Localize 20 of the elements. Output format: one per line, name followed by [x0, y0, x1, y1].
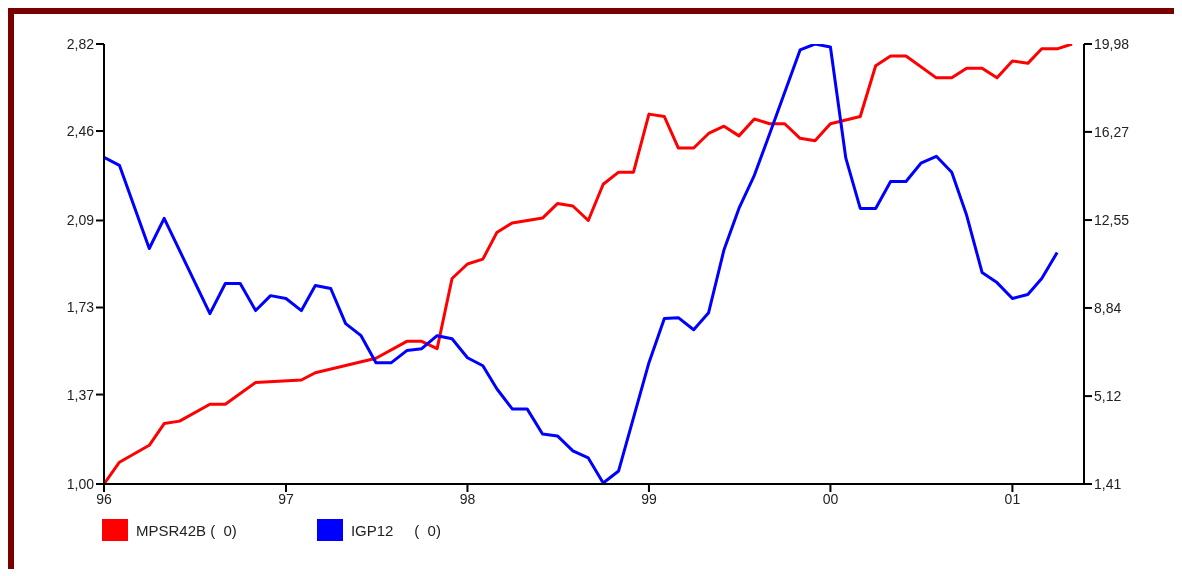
y-tick-label: 2,46	[66, 123, 95, 139]
y-tick-label: 2,82	[66, 35, 95, 52]
legend-label: IGP12 ( 0)	[350, 521, 441, 539]
y-tick-label: 2,09	[66, 212, 95, 229]
y-tick-label: 1,00	[66, 475, 95, 492]
y2-tick-label: 8,84	[1094, 299, 1122, 316]
y-tick-label: 1,37	[66, 386, 95, 403]
x-tick-label: 96	[96, 490, 112, 507]
x-tick-label: 99	[641, 490, 657, 507]
y-tick-label: 1,73	[66, 299, 95, 316]
y2-tick-label: 1,41	[1094, 475, 1122, 492]
legend-label: MPSR42B ( 0)	[136, 521, 237, 539]
y2-tick-label: 19,98	[1094, 35, 1130, 52]
x-tick-label: 98	[459, 490, 476, 507]
y2-tick-label: 12,55	[1094, 212, 1130, 229]
x-tick-label: 01	[1004, 490, 1021, 507]
y2-tick-label: 16,27	[1094, 123, 1130, 140]
y2-tick-label: 5,12	[1094, 388, 1122, 405]
x-tick-label: 00	[822, 490, 839, 507]
x-tick-label: 97	[278, 490, 294, 507]
